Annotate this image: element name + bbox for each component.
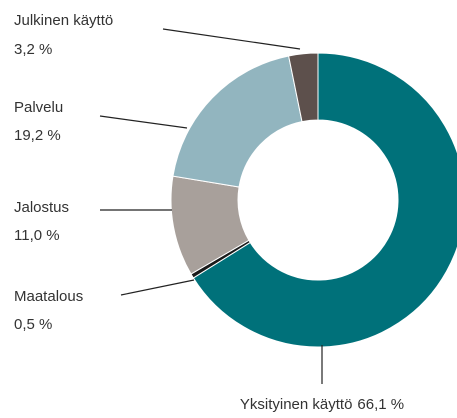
slice-name: Jalostus bbox=[14, 199, 69, 216]
slice-name: Yksityinen käyttö bbox=[240, 396, 353, 413]
slice-value: 66,1 % bbox=[357, 396, 404, 413]
slice-value: 0,5 % bbox=[14, 316, 52, 333]
slice-name: Julkinen käyttö bbox=[14, 12, 113, 29]
leader-line bbox=[162, 28, 301, 50]
slice-label: Yksityinen käyttö 66,1 % bbox=[240, 396, 404, 413]
slice-name: Palvelu bbox=[14, 99, 63, 116]
donut-segment bbox=[192, 52, 457, 348]
slice-value: 3,2 % bbox=[14, 41, 52, 58]
leader-line bbox=[99, 115, 188, 129]
slice-value: 19,2 % bbox=[14, 127, 61, 144]
slice-value: 11,0 % bbox=[14, 227, 60, 244]
donut-segment bbox=[172, 55, 303, 188]
slice-name: Maatalous bbox=[14, 288, 83, 305]
donut-segment bbox=[288, 52, 319, 123]
leader-line bbox=[120, 279, 195, 296]
